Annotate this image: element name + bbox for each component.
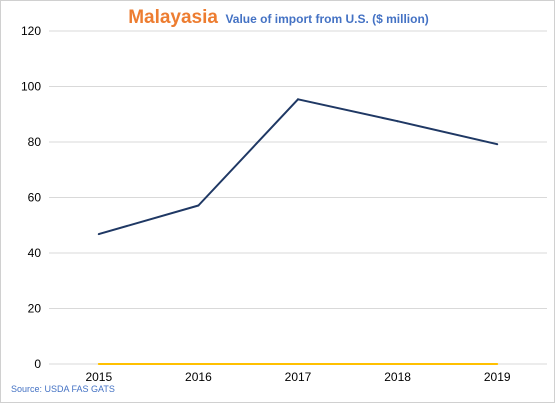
y-tick-label: 40 bbox=[28, 246, 42, 260]
x-tick-label: 2015 bbox=[85, 370, 112, 384]
y-tick-label: 0 bbox=[34, 357, 41, 371]
x-tick-label: 2019 bbox=[484, 370, 511, 384]
data-point bbox=[197, 204, 200, 207]
data-point bbox=[496, 143, 499, 146]
y-tick-label: 60 bbox=[28, 191, 42, 205]
x-tick-label: 2016 bbox=[185, 370, 212, 384]
data-point bbox=[97, 233, 100, 236]
x-axis-tick-labels: 2015 2016 2017 2018 2019 bbox=[85, 370, 510, 384]
source-note: Source: USDA FAS GATS bbox=[11, 384, 115, 394]
y-tick-label: 20 bbox=[28, 302, 42, 316]
y-tick-label: 80 bbox=[28, 135, 42, 149]
data-point bbox=[197, 363, 200, 365]
chart-title-main: Malayasia bbox=[128, 7, 218, 28]
y-axis-tick-labels: 0 20 40 60 80 100 120 bbox=[21, 24, 41, 371]
series-lines bbox=[97, 98, 499, 365]
chart-subtitle: Value of import from U.S. ($ million) bbox=[225, 12, 429, 26]
data-point bbox=[97, 363, 100, 365]
x-tick-label: 2018 bbox=[384, 370, 411, 384]
y-tick-label: 100 bbox=[21, 80, 41, 94]
data-point bbox=[396, 120, 399, 123]
y-tick-label: 120 bbox=[21, 24, 41, 38]
data-point bbox=[297, 363, 299, 365]
data-point bbox=[396, 363, 399, 365]
gridlines bbox=[49, 30, 547, 365]
data-point bbox=[297, 98, 299, 101]
series-line-1 bbox=[98, 98, 498, 236]
data-point bbox=[496, 363, 499, 365]
chart-title: Malayasia Value of import from U.S. ($ m… bbox=[1, 7, 555, 29]
x-tick-label: 2017 bbox=[285, 370, 312, 384]
